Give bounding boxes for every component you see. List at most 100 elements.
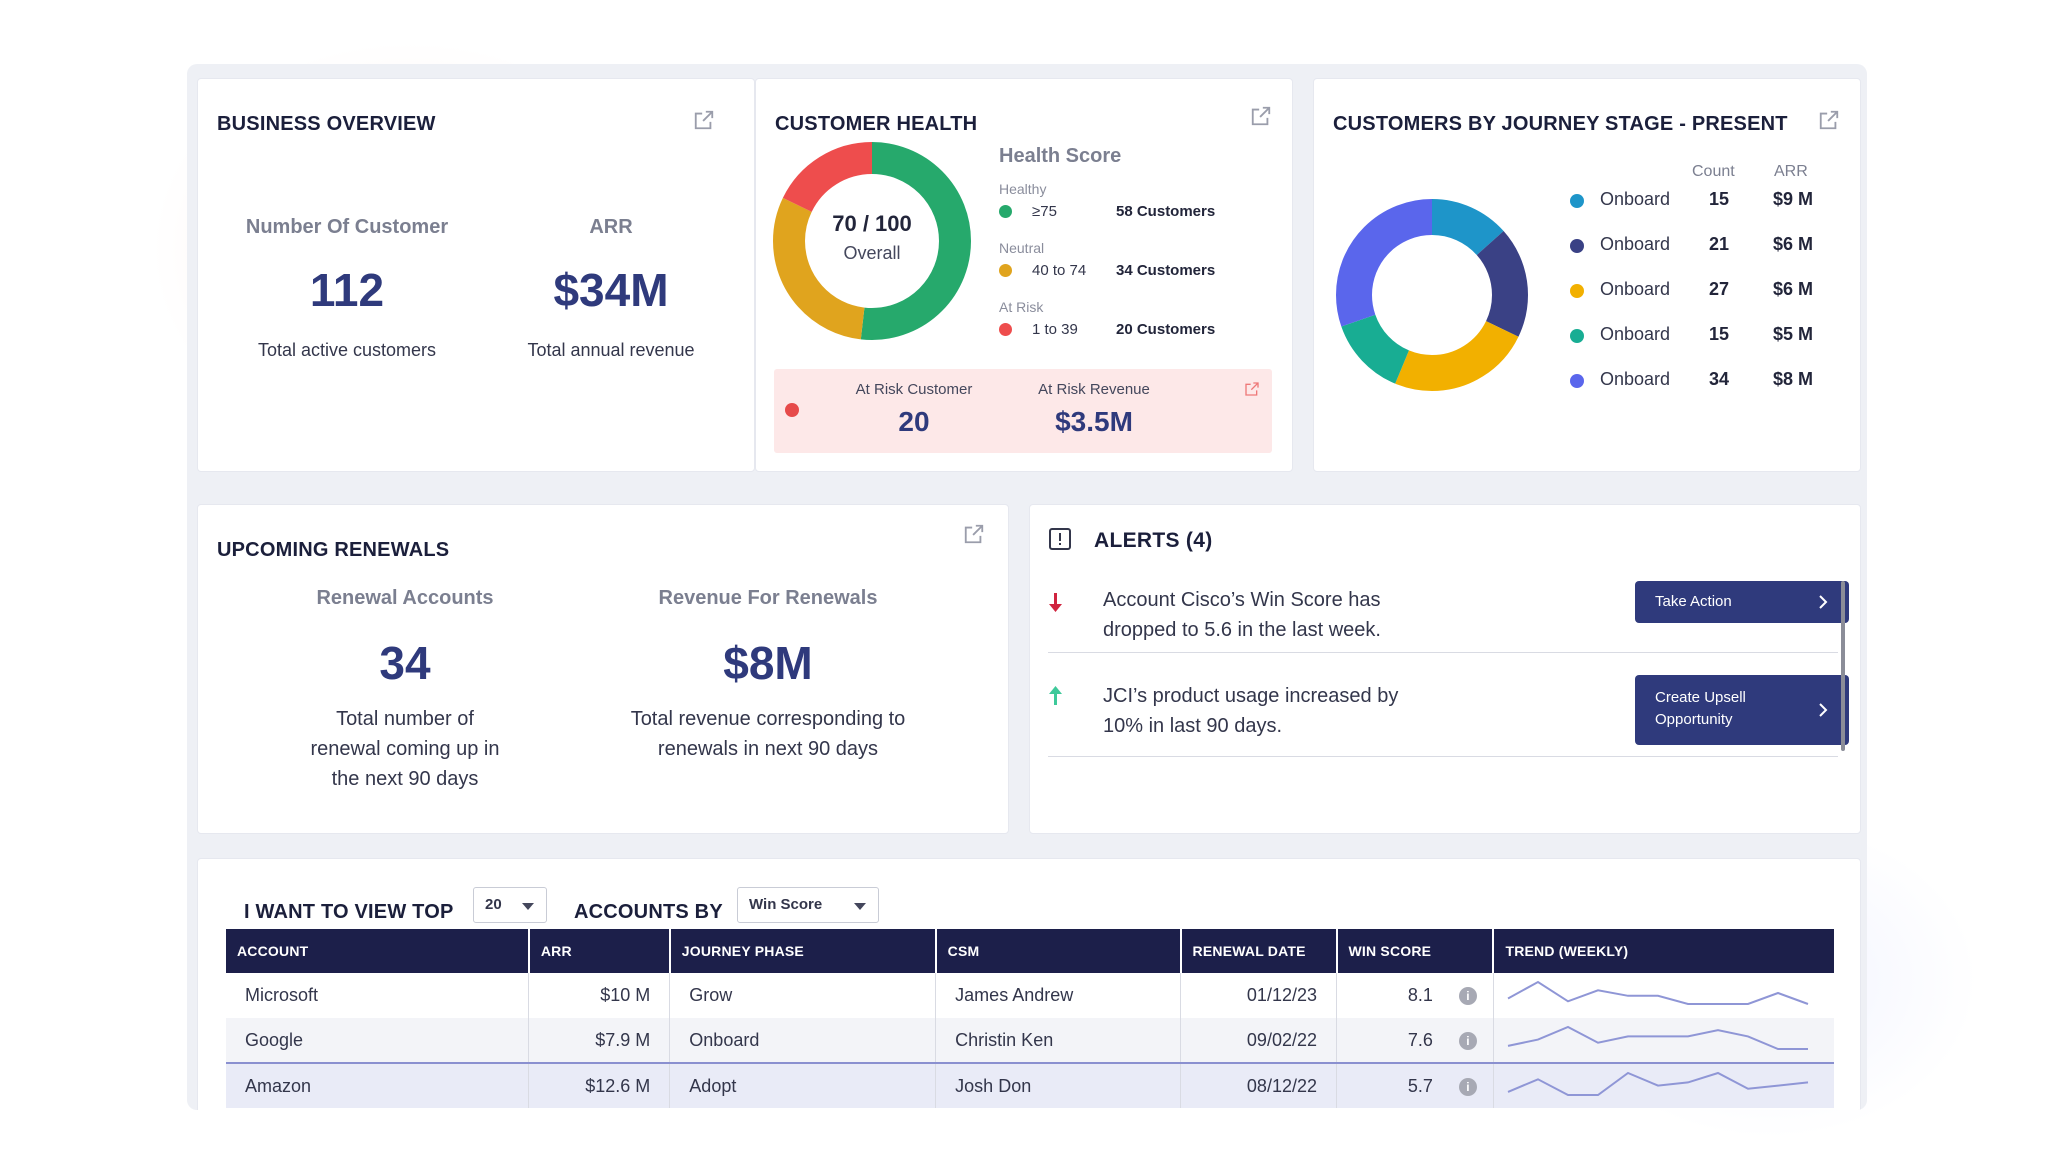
table-row[interactable]: Amazon $12.6 M Adopt Josh Don 08/12/22 5…: [226, 1062, 1834, 1108]
take-action-button[interactable]: Take Action: [1635, 581, 1849, 623]
accounts-by-label: ACCOUNTS BY: [574, 901, 723, 923]
health-score-title: Health Score: [999, 145, 1122, 167]
renewal-date-cell: 08/12/22: [1180, 1062, 1337, 1108]
external-link-icon[interactable]: [693, 109, 715, 131]
alert-text: JCI’s product usage increased by 10% in …: [1103, 681, 1398, 741]
column-header[interactable]: JOURNEY PHASE: [669, 929, 937, 973]
card-title: CUSTOMERS BY JOURNEY STAGE - PRESENT: [1333, 113, 1788, 135]
trend-sparkline: [1507, 1071, 1809, 1096]
health-donut-chart: [773, 142, 971, 340]
column-header[interactable]: WIN SCORE: [1336, 929, 1495, 973]
stage-name: Onboard: [1600, 279, 1671, 299]
csm-cell: Christin Ken: [935, 1018, 1182, 1063]
column-header[interactable]: RENEWAL DATE: [1180, 929, 1338, 973]
alert-line: dropped to 5.6 in the last week.: [1103, 619, 1381, 641]
win-score: 7.6: [1407, 1029, 1433, 1050]
info-icon[interactable]: i: [1458, 1032, 1477, 1050]
sort-by-select[interactable]: Win Score: [737, 887, 879, 923]
renewal-accounts-stat: Renewal Accounts 34 Total number of rene…: [258, 587, 552, 794]
win-score: 8.1: [1407, 985, 1433, 1005]
alert-item: JCI’s product usage increased by 10% in …: [1048, 653, 1849, 757]
account-link[interactable]: Microsoft: [226, 973, 530, 1018]
stage-name: Onboard: [1600, 324, 1671, 344]
caption-line: Total revenue corresponding to: [630, 708, 906, 730]
stage-arr: $6 M: [1773, 279, 1814, 299]
alert-line: JCI’s product usage increased by: [1103, 685, 1399, 707]
legend-dot: [1570, 329, 1584, 343]
phase-cell: Adopt: [669, 1062, 937, 1108]
health-category-row: ≥75: [999, 203, 1057, 220]
external-link-icon[interactable]: [1818, 109, 1840, 131]
stage-count: 21: [1709, 234, 1730, 254]
legend-dot: [1570, 374, 1584, 388]
arrow-down-icon: [1049, 593, 1062, 612]
stage-count: 15: [1709, 189, 1730, 209]
create-upsell-button[interactable]: Create Upsell Opportunity: [1635, 675, 1849, 745]
external-link-icon[interactable]: [1244, 381, 1260, 397]
alert-item: Account Cisco’s Win Score has dropped to…: [1048, 581, 1849, 653]
status-dot: [999, 264, 1012, 277]
renewal-date-cell: 09/02/22: [1180, 1018, 1337, 1063]
status-dot: [999, 205, 1012, 218]
stat-label: At Risk Revenue: [1038, 381, 1150, 398]
chevron-right-icon: [1819, 703, 1828, 717]
arrow-up-icon: [1049, 686, 1062, 705]
health-category-row: 1 to 39: [999, 321, 1078, 338]
table-row[interactable]: Google $7.9 M Onboard Christin Ken 09/02…: [226, 1018, 1834, 1063]
renewal-date-cell: 01/12/23: [1180, 973, 1337, 1018]
table-row[interactable]: Microsoft $10 M Grow James Andrew 01/12/…: [226, 973, 1834, 1018]
trend-cell: [1493, 973, 1834, 1018]
alerts-title: ALERTS (4): [1094, 529, 1213, 552]
stat-label: Number Of Customer: [245, 216, 449, 238]
business-overview-card: BUSINESS OVERVIEW Number Of Customer 112…: [197, 78, 755, 472]
stage-arr: $5 M: [1773, 324, 1814, 344]
phase-cell: Grow: [669, 973, 937, 1018]
info-icon[interactable]: i: [1458, 987, 1477, 1005]
health-count: 34 Customers: [1116, 262, 1216, 279]
info-icon[interactable]: i: [1458, 1078, 1477, 1096]
at-risk-customer-stat: At Risk Customer 20: [834, 381, 994, 438]
alerts-scrollbar[interactable]: [1841, 581, 1845, 751]
arr-cell: $10 M: [528, 973, 671, 1018]
win-score-cell: 7.6 i: [1336, 1018, 1494, 1063]
top-count-select[interactable]: 20: [473, 887, 547, 923]
accounts-table: ACCOUNT ARR JOURNEY PHASE CSM RENEWAL DA…: [226, 929, 1834, 1108]
stat-label: Renewal Accounts: [316, 587, 494, 609]
journey-donut-segment: [1336, 199, 1528, 391]
column-header[interactable]: CSM: [935, 929, 1182, 973]
column-header[interactable]: ACCOUNT: [226, 929, 530, 973]
select-value: Win Score: [749, 896, 823, 913]
journey-stage-card: CUSTOMERS BY JOURNEY STAGE - PRESENT Cou…: [1313, 78, 1861, 472]
health-range: 40 to 74: [1032, 262, 1087, 279]
select-value: 20: [485, 896, 502, 913]
alert-line: Account Cisco’s Win Score has: [1103, 589, 1381, 611]
card-title: BUSINESS OVERVIEW: [217, 113, 436, 135]
journey-donut-segment: [1336, 199, 1528, 391]
column-header[interactable]: TREND (WEEKLY): [1493, 929, 1834, 973]
alert-line: 10% in last 90 days.: [1103, 715, 1282, 737]
health-count: 20 Customers: [1116, 321, 1216, 338]
donut-center-label: 70 / 100 Overall: [772, 211, 972, 264]
chevron-down-icon: [522, 903, 534, 910]
sparkline-line: [1507, 1025, 1808, 1050]
renewal-revenue-stat: Revenue For Renewals $8M Total revenue c…: [578, 587, 958, 764]
at-risk-revenue-stat: At Risk Revenue $3.5M: [1014, 381, 1174, 438]
stage-name: Onboard: [1600, 189, 1671, 209]
alerts-card: ALERTS (4) Account Cisco’s Win Score has…: [1029, 504, 1861, 834]
top-accounts-card: I WANT TO VIEW TOP 20 ACCOUNTS BY Win Sc…: [197, 858, 1861, 1110]
stage-count: 27: [1709, 279, 1730, 299]
stage-count: 15: [1709, 324, 1730, 344]
dashboard-frame: BUSINESS OVERVIEW Number Of Customer 112…: [187, 64, 1867, 1110]
arr-cell: $12.6 M: [528, 1062, 671, 1108]
external-link-icon[interactable]: [1250, 105, 1272, 127]
health-range: ≥75: [1032, 203, 1057, 220]
external-link-icon[interactable]: [963, 523, 985, 545]
stat-value: $8M: [723, 637, 813, 689]
account-link[interactable]: Google: [226, 1018, 530, 1063]
sparkline-line: [1507, 1071, 1809, 1096]
chevron-right-icon: [1819, 595, 1828, 609]
stat-caption: Total revenue corresponding to renewals …: [578, 704, 958, 764]
column-header[interactable]: ARR: [528, 929, 671, 973]
account-link[interactable]: Amazon: [226, 1062, 530, 1108]
arr-stat: ARR $34M Total annual revenue: [486, 216, 736, 365]
